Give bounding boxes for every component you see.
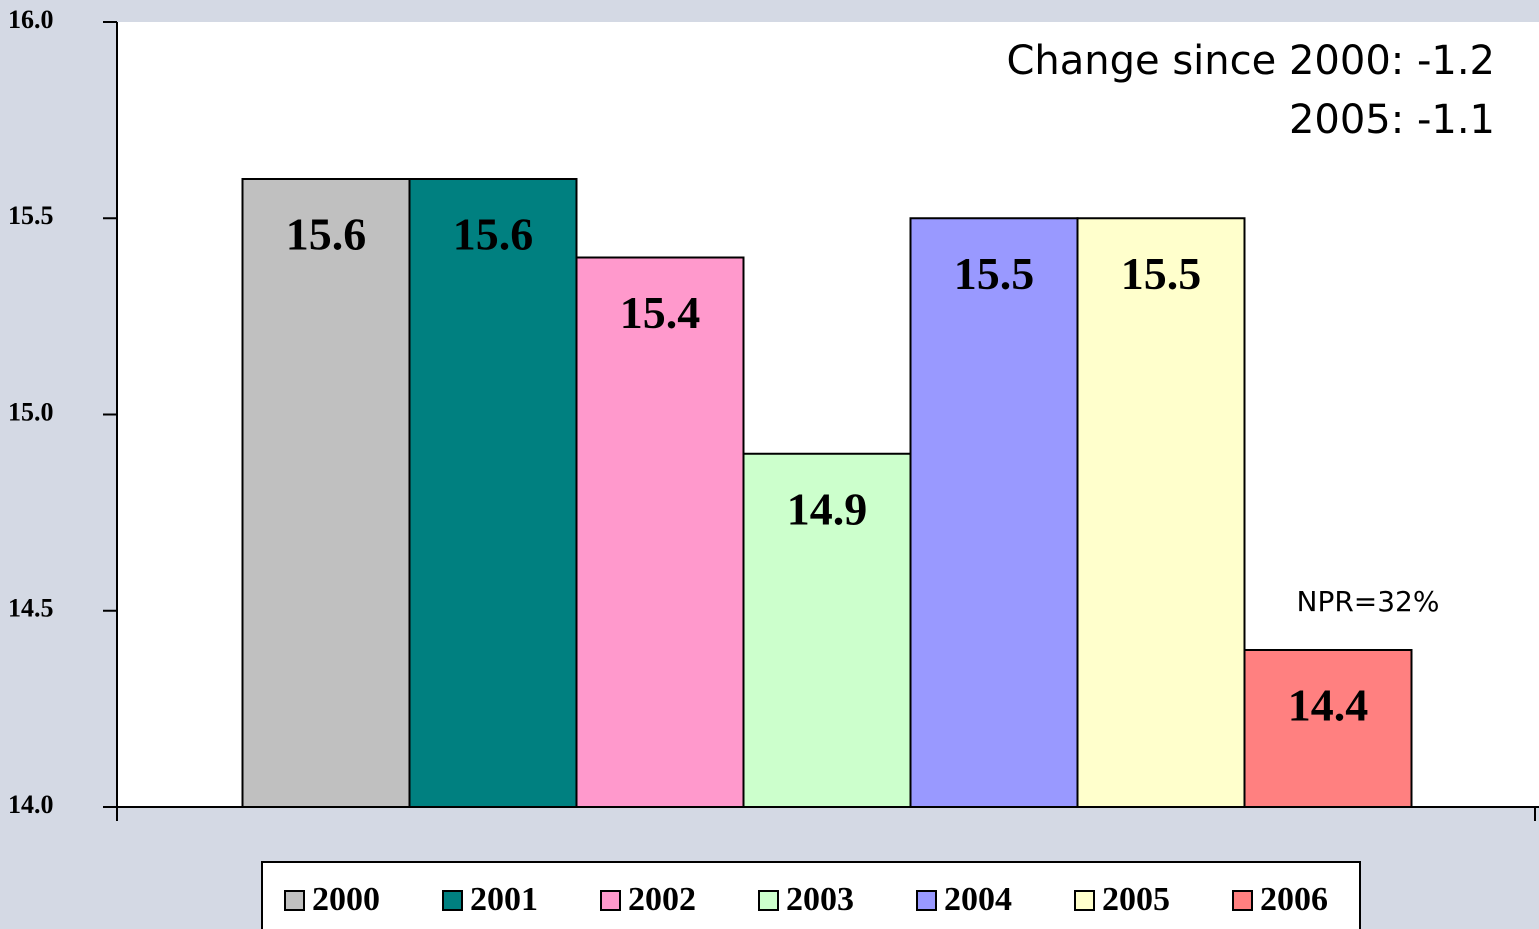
legend-label: 2006: [1260, 881, 1328, 918]
data-label: 14.9: [787, 483, 868, 534]
y-tick-label: 15.0: [8, 397, 54, 426]
y-tick-label: 15.5: [8, 201, 54, 230]
legend-swatch: [600, 890, 621, 911]
legend: [261, 861, 1361, 929]
legend-swatch: [758, 890, 779, 911]
y-tick-label: 16.0: [8, 5, 54, 34]
bar: [909, 217, 1079, 808]
bar: [742, 452, 912, 808]
legend-label: 2000: [312, 881, 380, 918]
bar: [408, 178, 578, 808]
data-label: 15.6: [286, 209, 367, 260]
legend-swatch: [1232, 890, 1253, 911]
legend-swatch: [1074, 890, 1095, 911]
legend-label: 2005: [1102, 881, 1170, 918]
annotation: NPR=32%: [1297, 585, 1440, 618]
legend-label: 2003: [786, 881, 854, 918]
annotation: Change since 2000: -1.2: [1006, 38, 1495, 84]
annotation: 2005: -1.1: [1289, 97, 1495, 143]
legend-label: 2002: [628, 881, 696, 918]
data-label: 15.4: [620, 287, 701, 338]
legend-swatch: [916, 890, 937, 911]
data-label: 15.5: [1121, 248, 1202, 299]
bar: [1243, 649, 1413, 808]
data-label: 15.6: [453, 209, 534, 260]
legend-swatch: [284, 890, 305, 911]
y-tick-label: 14.5: [8, 594, 54, 623]
data-label: 15.5: [954, 248, 1035, 299]
data-label: 14.4: [1288, 680, 1369, 731]
legend-label: 2004: [944, 881, 1012, 918]
bar: [241, 178, 411, 808]
bar: [575, 256, 745, 808]
legend-label: 2001: [470, 881, 538, 918]
bar: [1076, 217, 1246, 808]
legend-swatch: [442, 890, 463, 911]
y-tick-label: 14.0: [8, 790, 54, 819]
